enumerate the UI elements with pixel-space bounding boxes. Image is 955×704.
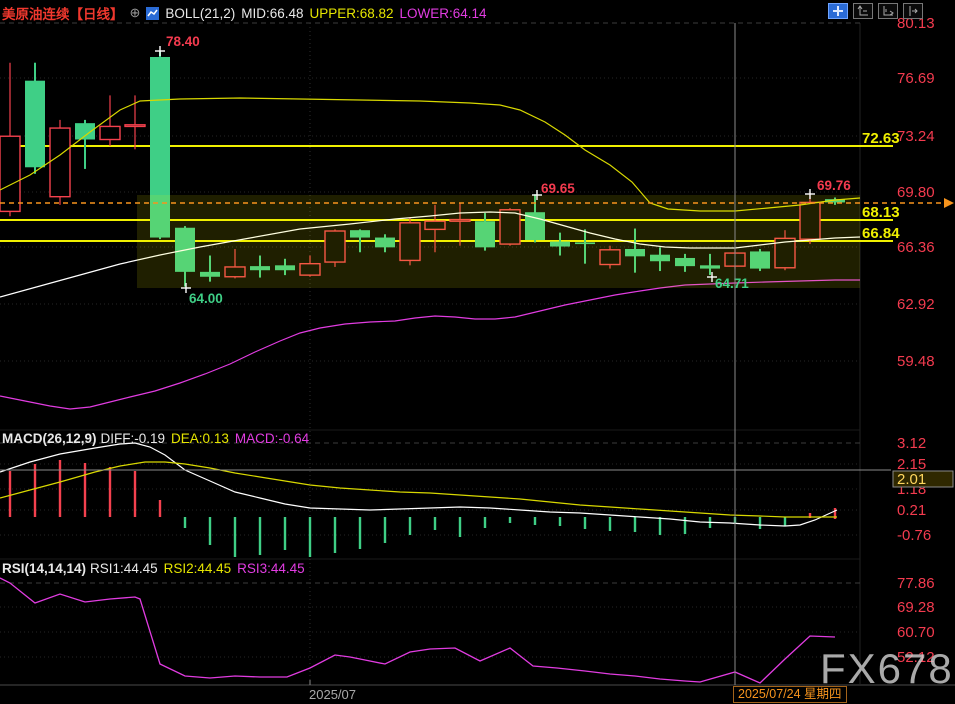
circle-plus-icon[interactable]: ⊕ [129, 5, 141, 20]
rsi-header: RSI(14,14,14) RSI1:44.45 RSI2:44.45 RSI3… [2, 561, 311, 576]
fit-horizontal-axis-icon[interactable] [878, 3, 898, 19]
candle-body-down [75, 123, 95, 140]
candle-body-up [499, 209, 521, 245]
candle-body-down [550, 241, 570, 247]
price-axis-label: 66.36 [897, 239, 935, 256]
macd-axis-label: -0.76 [897, 527, 931, 544]
candle-body-up [324, 230, 346, 263]
rsi-line [0, 577, 836, 684]
candle-body-up [299, 262, 321, 276]
macd-axis-label: 0.21 [897, 502, 926, 519]
candle-body-down [375, 237, 395, 248]
chart-toolbar [828, 3, 923, 19]
candle-body-up [399, 222, 421, 262]
candle-body-down [275, 265, 295, 271]
main-header: 美原油连续 【日线】 ⊕ BOLL(21,2) MID:66.48 UPPER:… [2, 3, 493, 23]
price-axis-label: 69.80 [897, 184, 935, 201]
price-axis-label: 62.92 [897, 296, 935, 313]
candle-body-down [675, 257, 695, 267]
macd-diff-value: DIFF:-0.19 [100, 431, 166, 446]
price-axis-label: 59.48 [897, 353, 935, 370]
candle-body-up [774, 237, 796, 269]
boll-lower-value: LOWER:64.14 [399, 5, 487, 21]
shift-right-icon[interactable] [903, 3, 923, 19]
candle-body-down [250, 266, 270, 271]
candle-body-down [750, 251, 770, 269]
price-marker-label: 69.65 [541, 181, 575, 196]
rsi3-value: RSI3:44.45 [237, 561, 305, 576]
rsi-axis-label: 77.86 [897, 575, 935, 592]
fit-vertical-axis-icon[interactable] [853, 3, 873, 19]
candle-body-down [700, 265, 720, 269]
boll-mid-line [0, 211, 861, 298]
candle-body-up [124, 124, 146, 128]
last-price-arrow [944, 198, 954, 208]
candle-body-down [25, 80, 45, 168]
macd-crosshair-value: 2.01 [897, 471, 926, 488]
macd-dea-value: DEA:0.13 [171, 431, 229, 446]
price-axis-label: 76.69 [897, 70, 935, 87]
boll-upper-value: UPPER:68.82 [309, 5, 394, 21]
macd-diff-line [0, 442, 838, 527]
candle-body-down [200, 271, 220, 277]
candle-body-up [0, 135, 21, 213]
boll-lower-line [0, 279, 860, 410]
candle-body-down [150, 56, 170, 238]
price-marker-label: 64.71 [715, 276, 749, 291]
rsi1-value: RSI1:44.45 [90, 561, 158, 576]
boll-mid-value: MID:66.48 [241, 5, 304, 21]
boll-upper-line [0, 97, 861, 212]
candle-body-down [825, 199, 845, 203]
macd-header: MACD(26,12,9) DIFF:-0.19 DEA:0.13 MACD:-… [2, 431, 315, 446]
highlight-zone [137, 195, 860, 288]
rsi-axis-label: 60.70 [897, 624, 935, 641]
rsi-axis-label: 69.28 [897, 599, 935, 616]
symbol-name: 美原油连续 [2, 7, 70, 22]
candle-body-up [599, 249, 621, 266]
rsi2-value: RSI2:44.45 [163, 561, 232, 576]
candle-body-down [650, 254, 670, 262]
fx678-watermark: FX678 [820, 645, 954, 692]
rsi-label: RSI(14,14,14) [2, 561, 87, 576]
crosshair-grid-icon[interactable] [828, 3, 848, 19]
macd-dea-line [0, 461, 837, 518]
candle-body-up [224, 266, 246, 278]
candle-body-up [424, 220, 446, 231]
rsi-axis-label: 52.12 [897, 649, 935, 666]
price-marker-label: 64.00 [189, 291, 223, 306]
period-label: 【日线】 [69, 7, 124, 22]
candle-body-down [350, 230, 370, 238]
macd-macd-value: MACD:-0.64 [234, 431, 310, 446]
yellow-level-label: 68.13 [862, 204, 900, 221]
price-marker-label: 78.40 [166, 34, 200, 49]
candle-body-down [625, 248, 645, 257]
candle-body-down [575, 242, 595, 245]
x-axis-month-label: 2025/07 [309, 687, 356, 702]
candle-body-up [99, 125, 121, 141]
macd-label: MACD(26,12,9) [2, 431, 97, 446]
price-axis-label: 73.24 [897, 128, 935, 145]
price-axis-label: 80.13 [897, 15, 935, 32]
macd-axis-label: 3.12 [897, 435, 926, 452]
boll-label: BOLL(21,2) [165, 5, 236, 21]
candle-body-down [475, 221, 495, 248]
candle-body-up [449, 218, 471, 222]
price-marker-label: 69.76 [817, 178, 851, 193]
candle-body-up [49, 127, 71, 198]
mini-chart-icon[interactable] [146, 6, 160, 20]
crosshair-date-label: 2025/07/24 星期四 [733, 686, 847, 703]
yellow-level-label: 72.63 [862, 130, 900, 147]
yellow-level-label: 66.84 [862, 225, 900, 242]
macd-axis-label: 2.15 [897, 456, 926, 473]
macd-crosshair-box [892, 470, 954, 488]
